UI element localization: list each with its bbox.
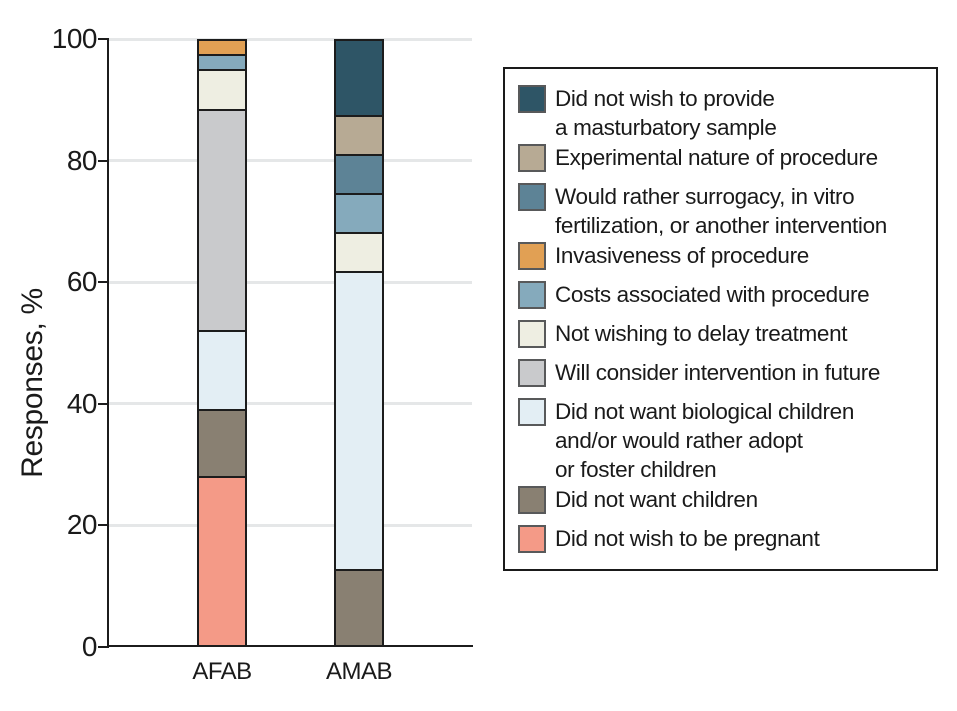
legend-item-will-consider-intervention-in-future: Will consider intervention in future [518,358,930,387]
legend-swatch-did-not-want-biological-children-and-or- [518,398,546,426]
bar-segment-amab-did-not-wish-to-provide-a-masturbatory-s [336,41,382,115]
bar-segment-afab-costs-associated-with-procedure [199,54,245,70]
legend-item-invasiveness-of-procedure: Invasiveness of procedure [518,241,930,270]
bar-segment-afab-invasiveness-of-procedure [199,41,245,55]
y-tick-label-0: 0 [81,631,98,662]
bar-segment-amab-would-rather-surrogacy-in-vitro-fertiliz [336,154,382,193]
bar-segment-amab-costs-associated-with-procedure [336,193,382,232]
x-axis-label-afab: AFAB [192,658,252,685]
legend-label-line: Did not want biological children [555,399,854,424]
legend-item-did-not-wish-to-provide-a-masturbatory-s: Did not wish to provide a masturbatory sa… [518,84,930,142]
gridline-40 [108,402,472,406]
bar-segment-afab-will-consider-intervention-in-future [199,109,245,331]
y-tick-label-40: 40 [66,387,98,419]
legend: Did not wish to provide a masturbatory sa… [503,67,938,571]
legend-label-line: Experimental nature of procedure [555,145,878,170]
bar-segment-amab-did-not-want-biological-children-and-or- [336,271,382,569]
bar-segment-afab-did-not-want-biological-children-and-or- [199,330,245,410]
gridline-100 [108,37,472,41]
legend-label-did-not-want-children: Did not want children [555,485,758,514]
legend-item-not-wishing-to-delay-treatment: Not wishing to delay treatment [518,319,930,348]
legend-label-line: Costs associated with procedure [555,282,870,307]
legend-label-experimental-nature-of-procedure: Experimental nature of procedure [555,143,878,172]
gridline-60 [108,280,472,284]
legend-label-did-not-wish-to-provide-a-masturbatory-s: Did not wish to provide a masturbatory sa… [555,84,777,142]
legend-swatch-did-not-wish-to-be-pregnant [518,525,546,553]
y-tick-20 [98,524,108,527]
bar-segment-amab-not-wishing-to-delay-treatment [336,232,382,271]
x-axis-line [107,645,473,647]
y-tick-100 [98,38,108,40]
legend-label-line: Will consider intervention in future [555,360,881,385]
y-tick-label-80: 80 [66,144,98,176]
y-tick-label-20: 20 [66,509,98,541]
y-axis-line [107,38,109,648]
legend-label-line: or foster children [555,457,717,482]
legend-swatch-will-consider-intervention-in-future [518,359,546,387]
legend-label-line: and/or would rather adopt [555,428,803,453]
bar-segment-afab-did-not-want-children [199,409,245,476]
gridline-20 [108,523,472,527]
legend-label-did-not-wish-to-be-pregnant: Did not wish to be pregnant [555,524,820,553]
bar-segment-amab-did-not-want-children [336,569,382,645]
y-tick-60 [98,281,108,284]
x-axis-label-amab: AMAB [325,658,393,685]
y-tick-80 [98,159,108,162]
legend-label-would-rather-surrogacy-in-vitro-fertiliz: Would rather surrogacy, in vitro fertiliz… [555,182,887,240]
legend-label-line: Not wishing to delay treatment [555,321,848,346]
legend-item-would-rather-surrogacy-in-vitro-fertiliz: Would rather surrogacy, in vitro fertiliz… [518,182,930,240]
legend-swatch-did-not-wish-to-provide-a-masturbatory-s [518,85,546,113]
legend-swatch-not-wishing-to-delay-treatment [518,320,546,348]
legend-label-will-consider-intervention-in-future: Will consider intervention in future [555,358,880,387]
bar-amab [334,39,384,647]
legend-label-costs-associated-with-procedure: Costs associated with procedure [555,280,870,309]
legend-swatch-costs-associated-with-procedure [518,281,546,309]
legend-label-line: Did not wish to be pregnant [555,526,820,551]
legend-label-line: Invasiveness of procedure [555,243,809,268]
legend-label-line: Would rather surrogacy, in vitro [555,184,855,209]
y-tick-label-100: 100 [51,23,98,54]
bar-segment-afab-not-wishing-to-delay-treatment [199,69,245,110]
gridline-80 [108,159,472,163]
bar-segment-afab-did-not-wish-to-be-pregnant [199,475,245,646]
legend-label-did-not-want-biological-children-and-or-: Did not want biological children and/or w… [555,397,854,484]
y-tick-40 [98,402,108,405]
bar-segment-amab-experimental-nature-of-procedure [336,115,382,154]
legend-label-line: Did not want children [555,487,758,512]
legend-swatch-did-not-want-children [518,486,546,514]
bar-afab [197,39,247,647]
legend-swatch-would-rather-surrogacy-in-vitro-fertiliz [518,183,546,211]
legend-label-line: fertilization, or another intervention [555,213,887,238]
legend-label-not-wishing-to-delay-treatment: Not wishing to delay treatment [555,319,848,348]
y-tick-label-60: 60 [66,266,98,298]
legend-swatch-invasiveness-of-procedure [518,242,546,270]
legend-swatch-experimental-nature-of-procedure [518,144,546,172]
legend-label-line: Did not wish to provide [555,86,775,111]
legend-item-costs-associated-with-procedure: Costs associated with procedure [518,280,930,309]
legend-item-experimental-nature-of-procedure: Experimental nature of procedure [518,143,930,172]
legend-label-line: a masturbatory sample [555,115,777,140]
legend-item-did-not-want-biological-children-and-or-: Did not want biological children and/or w… [518,397,930,484]
legend-item-did-not-wish-to-be-pregnant: Did not wish to be pregnant [518,524,930,553]
y-tick-0 [98,646,108,648]
legend-item-did-not-want-children: Did not want children [518,485,930,514]
legend-label-invasiveness-of-procedure: Invasiveness of procedure [555,241,809,270]
